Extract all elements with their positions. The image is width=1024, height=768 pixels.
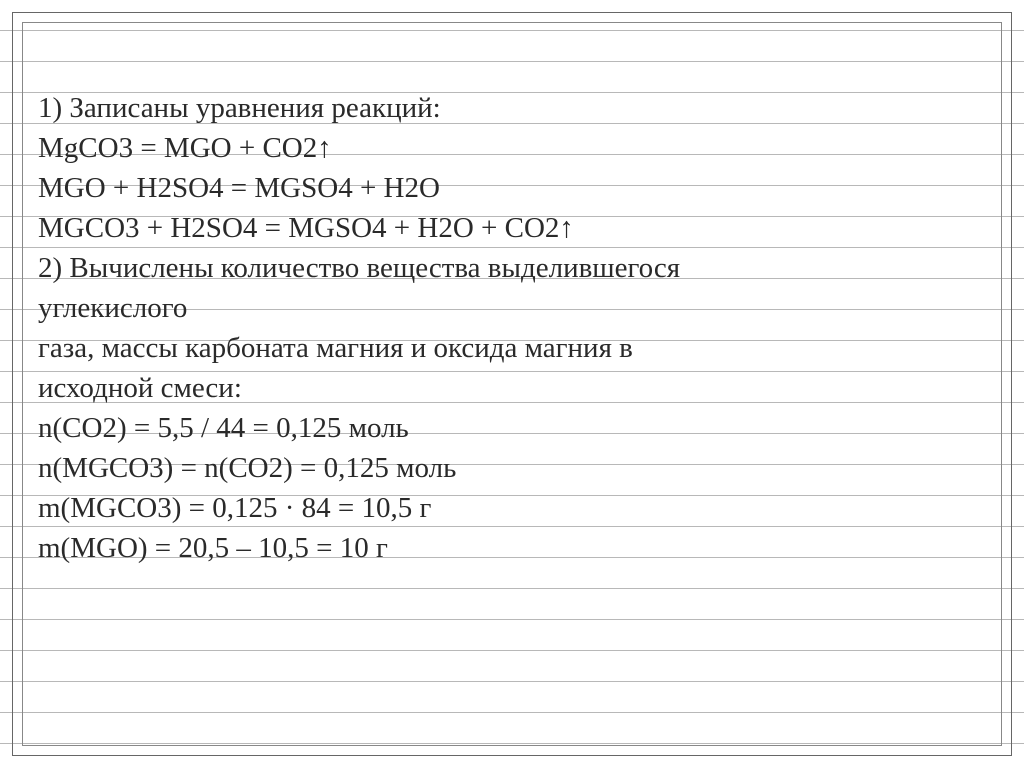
line-11: m(MGCO3) = 0,125 · 84 = 10,5 г	[38, 488, 986, 528]
line-12: m(MGO) = 20,5 – 10,5 = 10 г	[38, 528, 986, 568]
line-1: 1) Записаны уравнения реакций:	[38, 88, 986, 128]
line-4: MGCO3 + H2SO4 = MGSO4 + H2O + CO2↑	[38, 208, 986, 248]
line-7: газа, массы карбоната магния и оксида ма…	[38, 328, 986, 368]
line-8: исходной смеси:	[38, 368, 986, 408]
line-10: n(MGCO3) = n(CO2) = 0,125 моль	[38, 448, 986, 488]
line-3: MGO + H2SO4 = MGSO4 + H2O	[38, 168, 986, 208]
line-6: углекислого	[38, 288, 986, 328]
line-5: 2) Вычислены количество вещества выделив…	[38, 248, 986, 288]
line-2: MgCO3 = MGO + CO2↑	[38, 128, 986, 168]
slide-content: 1) Записаны уравнения реакций: MgCO3 = M…	[38, 88, 986, 568]
line-9: n(CO2) = 5,5 / 44 = 0,125 моль	[38, 408, 986, 448]
